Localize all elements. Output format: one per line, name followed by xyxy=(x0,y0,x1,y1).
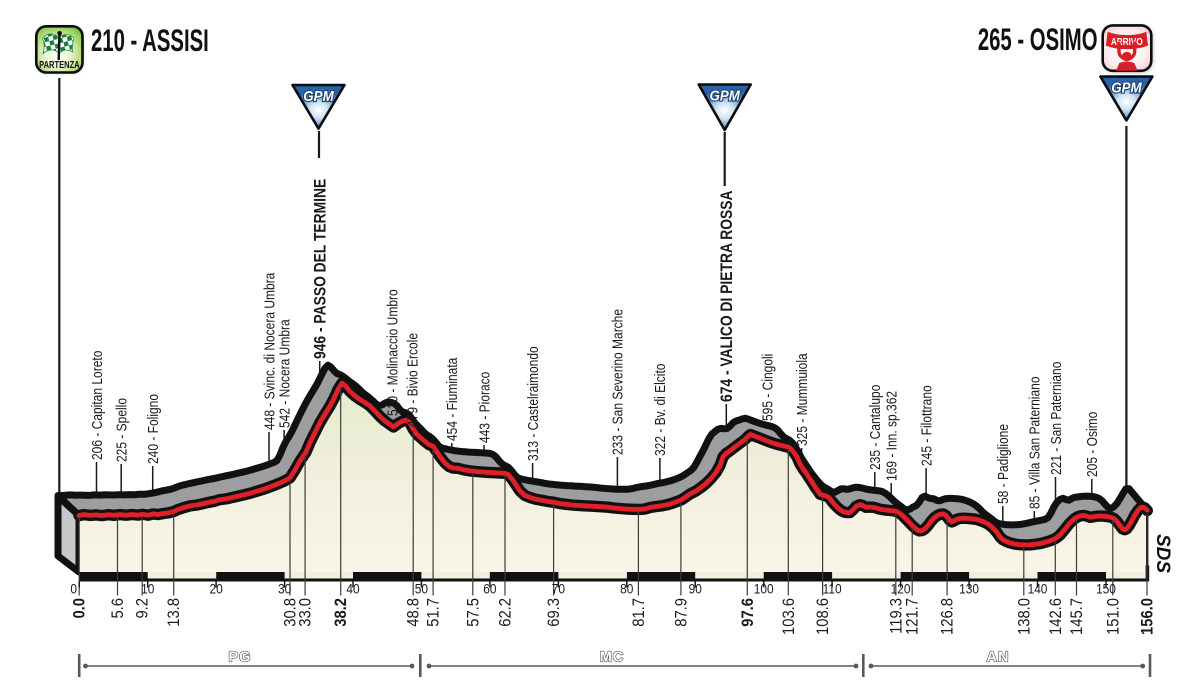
svg-text:265 - OSIMO: 265 - OSIMO xyxy=(978,21,1098,57)
svg-text:5.6: 5.6 xyxy=(109,598,127,619)
svg-text:313 - Castelraimondo: 313 - Castelraimondo xyxy=(525,346,542,461)
svg-text:221 - San Paterniano: 221 - San Paterniano xyxy=(1048,362,1065,475)
svg-text:10: 10 xyxy=(141,581,154,597)
svg-text:60: 60 xyxy=(483,581,496,597)
svg-text:454 - Fiuminata: 454 - Fiuminata xyxy=(444,357,461,441)
svg-text:210 - ASSISI: 210 - ASSISI xyxy=(91,22,209,58)
svg-text:51.7: 51.7 xyxy=(425,598,443,627)
svg-text:120: 120 xyxy=(891,581,911,597)
svg-text:30: 30 xyxy=(278,581,291,597)
svg-text:90: 90 xyxy=(689,581,702,597)
svg-text:87.9: 87.9 xyxy=(673,598,691,627)
svg-text:PG: PG xyxy=(229,650,252,666)
svg-text:50: 50 xyxy=(415,581,428,597)
svg-text:97.6: 97.6 xyxy=(739,598,757,627)
svg-text:13.8: 13.8 xyxy=(165,598,183,627)
svg-text:40: 40 xyxy=(346,581,359,597)
svg-text:443 - Pioraco: 443 - Pioraco xyxy=(476,372,493,443)
svg-text:57.5: 57.5 xyxy=(464,598,482,627)
svg-text:479 - Bivio Ercole: 479 - Bivio Ercole xyxy=(404,333,421,427)
svg-text:SDS: SDS xyxy=(1152,534,1173,573)
svg-text:30.8: 30.8 xyxy=(282,598,300,627)
svg-text:85 - Villa San Paterniano: 85 - Villa San Paterniano xyxy=(1026,377,1043,509)
svg-text:510 - Molinaccio Umbro: 510 - Molinaccio Umbro xyxy=(384,289,401,416)
svg-text:325 - Mummuiola: 325 - Mummuiola xyxy=(794,353,811,446)
svg-text:AN: AN xyxy=(987,650,1010,666)
svg-text:145.7: 145.7 xyxy=(1068,598,1086,635)
svg-text:110: 110 xyxy=(823,581,842,597)
svg-text:142.6: 142.6 xyxy=(1047,598,1065,635)
svg-text:542 - Nocera Umbra: 542 - Nocera Umbra xyxy=(276,319,293,428)
svg-text:206 - Capitan Loreto: 206 - Capitan Loreto xyxy=(89,351,106,460)
svg-text:150: 150 xyxy=(1096,581,1116,597)
svg-text:20: 20 xyxy=(209,581,222,597)
svg-text:0: 0 xyxy=(70,581,77,597)
svg-text:205 - Osimo: 205 - Osimo xyxy=(1084,412,1101,477)
svg-text:233 - San Severino Marche: 233 - San Severino Marche xyxy=(609,309,626,455)
svg-text:62.2: 62.2 xyxy=(497,598,515,627)
svg-text:GPM: GPM xyxy=(710,87,741,104)
svg-text:595 - Cingoli: 595 - Cingoli xyxy=(759,354,776,421)
svg-text:130: 130 xyxy=(959,581,979,597)
svg-text:80: 80 xyxy=(620,581,633,597)
svg-text:58 - Padiglione: 58 - Padiglione xyxy=(995,424,1012,504)
svg-text:121.7: 121.7 xyxy=(904,598,922,635)
svg-text:9.2: 9.2 xyxy=(134,598,152,619)
svg-text:38.2: 38.2 xyxy=(332,598,350,627)
svg-text:PARTENZA: PARTENZA xyxy=(39,59,80,70)
svg-text:140: 140 xyxy=(1028,581,1048,597)
svg-text:ARRIVO: ARRIVO xyxy=(1111,35,1143,47)
svg-text:MC: MC xyxy=(600,650,625,666)
svg-text:33.0: 33.0 xyxy=(297,598,315,627)
svg-text:GPM: GPM xyxy=(1111,79,1142,96)
svg-text:138.0: 138.0 xyxy=(1015,598,1033,635)
svg-text:0.0: 0.0 xyxy=(71,598,89,619)
svg-text:946 - PASSO DEL TERMINE: 946 - PASSO DEL TERMINE xyxy=(311,179,329,359)
svg-text:103.6: 103.6 xyxy=(780,598,798,635)
svg-text:156.0: 156.0 xyxy=(1139,598,1157,635)
svg-text:GPM: GPM xyxy=(303,87,334,104)
svg-text:126.8: 126.8 xyxy=(939,598,957,635)
svg-text:69.3: 69.3 xyxy=(545,598,563,627)
svg-text:48.8: 48.8 xyxy=(405,598,423,627)
svg-text:245 - Filottrano: 245 - Filottrano xyxy=(918,385,935,466)
svg-text:100: 100 xyxy=(754,581,774,597)
svg-text:151.0: 151.0 xyxy=(1104,598,1122,635)
svg-text:119.3: 119.3 xyxy=(887,598,905,634)
svg-text:322 - Bv. di Elcito: 322 - Bv. di Elcito xyxy=(652,364,669,456)
svg-text:448 - Svinc. di Nocera Umbra: 448 - Svinc. di Nocera Umbra xyxy=(261,272,278,430)
svg-text:108.6: 108.6 xyxy=(814,598,832,635)
svg-text:240 - Foligno: 240 - Foligno xyxy=(145,394,162,464)
svg-text:674 - VALICO DI PIETRA ROSSA: 674 - VALICO DI PIETRA ROSSA xyxy=(718,190,736,402)
svg-text:225 - Spello: 225 - Spello xyxy=(113,398,130,462)
svg-text:70: 70 xyxy=(552,581,565,597)
svg-text:169 - Inn. sp.362: 169 - Inn. sp.362 xyxy=(883,391,900,481)
svg-text:235 - Cantalupo: 235 - Cantalupo xyxy=(867,385,884,470)
svg-text:81.7: 81.7 xyxy=(630,598,648,627)
